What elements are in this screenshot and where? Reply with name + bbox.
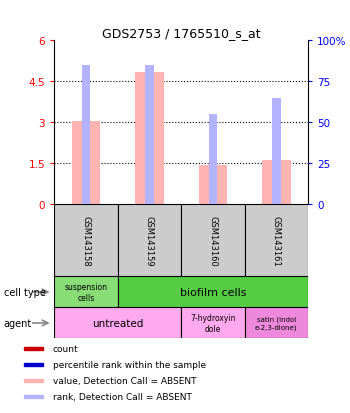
Bar [181, 308, 245, 339]
Text: count: count [53, 344, 78, 353]
Bar [145, 66, 154, 204]
Text: 7-hydroxyin
dole: 7-hydroxyin dole [190, 313, 236, 333]
Bar [118, 277, 308, 308]
Bar [198, 166, 227, 204]
Text: agent: agent [4, 318, 32, 328]
Text: cell type: cell type [4, 287, 46, 297]
Text: value, Detection Call = ABSENT: value, Detection Call = ABSENT [53, 376, 196, 385]
Bar [118, 204, 181, 277]
Text: rank, Detection Call = ABSENT: rank, Detection Call = ABSENT [53, 392, 192, 401]
Text: biofilm cells: biofilm cells [180, 287, 246, 297]
Bar [24, 363, 43, 366]
Bar [245, 308, 308, 339]
Bar [24, 395, 43, 399]
Bar [24, 347, 43, 351]
Text: suspension
cells: suspension cells [64, 282, 107, 302]
Bar [54, 277, 118, 308]
Text: untreated: untreated [92, 318, 144, 328]
Bar [245, 204, 308, 277]
Bar [181, 204, 245, 277]
Text: GSM143158: GSM143158 [82, 215, 90, 266]
Title: GDS2753 / 1765510_s_at: GDS2753 / 1765510_s_at [102, 27, 260, 40]
Text: GSM143161: GSM143161 [272, 215, 281, 266]
Text: satin (indol
e-2,3-dione): satin (indol e-2,3-dione) [255, 316, 298, 330]
Bar [54, 204, 118, 277]
Text: GSM143160: GSM143160 [208, 215, 217, 266]
Bar [72, 121, 100, 204]
Bar [135, 73, 164, 204]
Bar [24, 379, 43, 382]
Bar [54, 308, 181, 339]
Bar [82, 66, 90, 204]
Text: percentile rank within the sample: percentile rank within the sample [53, 360, 206, 369]
Bar [262, 160, 290, 204]
Text: GSM143159: GSM143159 [145, 215, 154, 266]
Bar [209, 115, 217, 204]
Bar [272, 98, 281, 204]
